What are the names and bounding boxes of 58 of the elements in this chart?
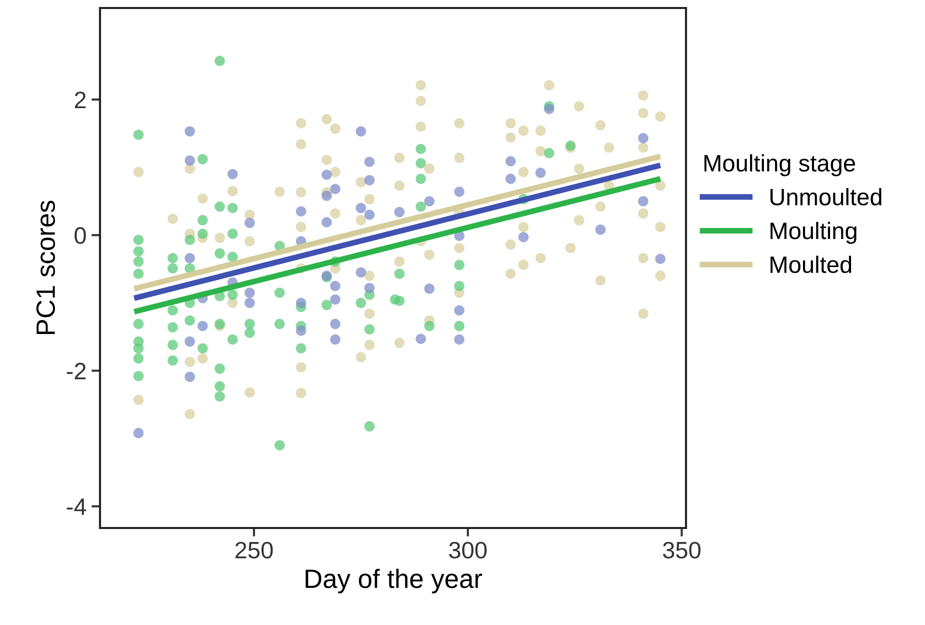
point bbox=[244, 298, 255, 308]
point bbox=[184, 126, 195, 137]
point bbox=[454, 334, 464, 345]
point bbox=[454, 305, 464, 316]
legend-label: Moulting bbox=[770, 222, 856, 244]
point bbox=[364, 210, 375, 220]
y-tick-label: 0 bbox=[74, 227, 86, 244]
point bbox=[454, 186, 464, 197]
point bbox=[330, 334, 340, 345]
legend-label: Unmoulted bbox=[770, 188, 882, 206]
point bbox=[364, 175, 375, 186]
point bbox=[505, 156, 516, 166]
point bbox=[184, 336, 195, 347]
point bbox=[638, 196, 648, 206]
point bbox=[322, 190, 332, 201]
point bbox=[322, 217, 332, 228]
point bbox=[544, 104, 554, 114]
y-tick-label: -2 bbox=[66, 362, 86, 380]
point bbox=[184, 155, 195, 166]
point bbox=[330, 184, 340, 194]
x-axis-title: Day of the year bbox=[306, 568, 482, 594]
point bbox=[595, 224, 606, 235]
point bbox=[296, 298, 306, 308]
point bbox=[296, 326, 306, 336]
x-tick-label: 300 bbox=[449, 542, 487, 559]
point bbox=[198, 320, 208, 332]
point bbox=[184, 372, 195, 382]
point bbox=[655, 254, 666, 264]
point bbox=[518, 232, 529, 242]
point bbox=[296, 206, 306, 217]
point bbox=[424, 284, 435, 294]
point bbox=[244, 218, 255, 228]
y-axis-title: PC1 scores bbox=[36, 200, 56, 334]
point bbox=[330, 294, 340, 305]
legend-title: Moulting stage bbox=[704, 154, 856, 176]
point bbox=[330, 318, 340, 330]
point bbox=[416, 334, 426, 344]
y-tick-label: -4 bbox=[66, 498, 86, 515]
point bbox=[424, 196, 435, 206]
point bbox=[244, 288, 255, 298]
x-tick-label: 350 bbox=[662, 542, 700, 559]
y-tick-label: 2 bbox=[74, 92, 86, 108]
point bbox=[133, 428, 144, 438]
point bbox=[364, 282, 375, 294]
point bbox=[322, 170, 332, 180]
point bbox=[394, 206, 405, 218]
x-tick-label: 250 bbox=[235, 542, 273, 559]
point bbox=[356, 202, 366, 214]
point bbox=[364, 156, 375, 168]
point bbox=[227, 168, 238, 180]
point bbox=[184, 253, 195, 264]
point bbox=[356, 267, 366, 278]
legend-label: Moulted bbox=[770, 256, 852, 274]
point bbox=[638, 133, 648, 144]
point bbox=[356, 126, 366, 137]
point bbox=[505, 174, 516, 184]
point bbox=[330, 280, 340, 292]
point bbox=[535, 168, 546, 178]
